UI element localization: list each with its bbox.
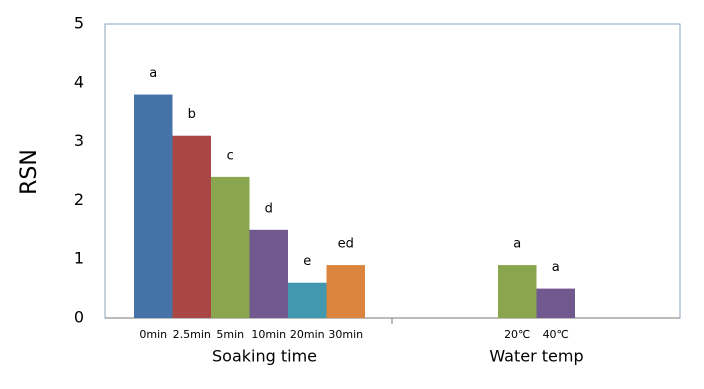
y-tick-label: 2 (74, 190, 84, 209)
significance-letter: a (149, 66, 157, 81)
y-tick-label: 1 (74, 249, 84, 268)
x-tick-label: 30min (328, 328, 363, 341)
bar (211, 176, 250, 318)
y-tick-label: 3 (74, 131, 84, 150)
bar (536, 288, 575, 318)
y-axis-label: RSN (17, 149, 42, 195)
y-tick-label: 5 (74, 14, 84, 33)
bar (172, 135, 211, 318)
x-tick-label: 0min (139, 328, 167, 341)
significance-letter: c (227, 148, 234, 163)
bar (249, 229, 288, 318)
significance-letter: a (513, 237, 521, 252)
bar (326, 265, 365, 318)
x-tick-label: 2.5min (173, 328, 211, 341)
significance-letter: d (265, 201, 273, 216)
x-tick-label: 10min (251, 328, 286, 341)
y-tick-label: 0 (74, 308, 84, 327)
x-tick-label: 20min (290, 328, 325, 341)
significance-letter: b (188, 107, 196, 122)
x-tick-label: 20℃ (504, 328, 530, 341)
x-tick-label: 5min (216, 328, 244, 341)
group-label: Water temp (489, 347, 583, 366)
significance-letter: a (552, 260, 560, 275)
bar (288, 282, 327, 318)
group-label: Soaking time (212, 347, 317, 366)
bar (498, 265, 537, 318)
y-tick-label: 4 (74, 72, 84, 91)
bar (134, 94, 173, 318)
x-tick-label: 40℃ (543, 328, 569, 341)
significance-letter: ed (338, 237, 354, 252)
significance-letter: e (303, 254, 311, 269)
